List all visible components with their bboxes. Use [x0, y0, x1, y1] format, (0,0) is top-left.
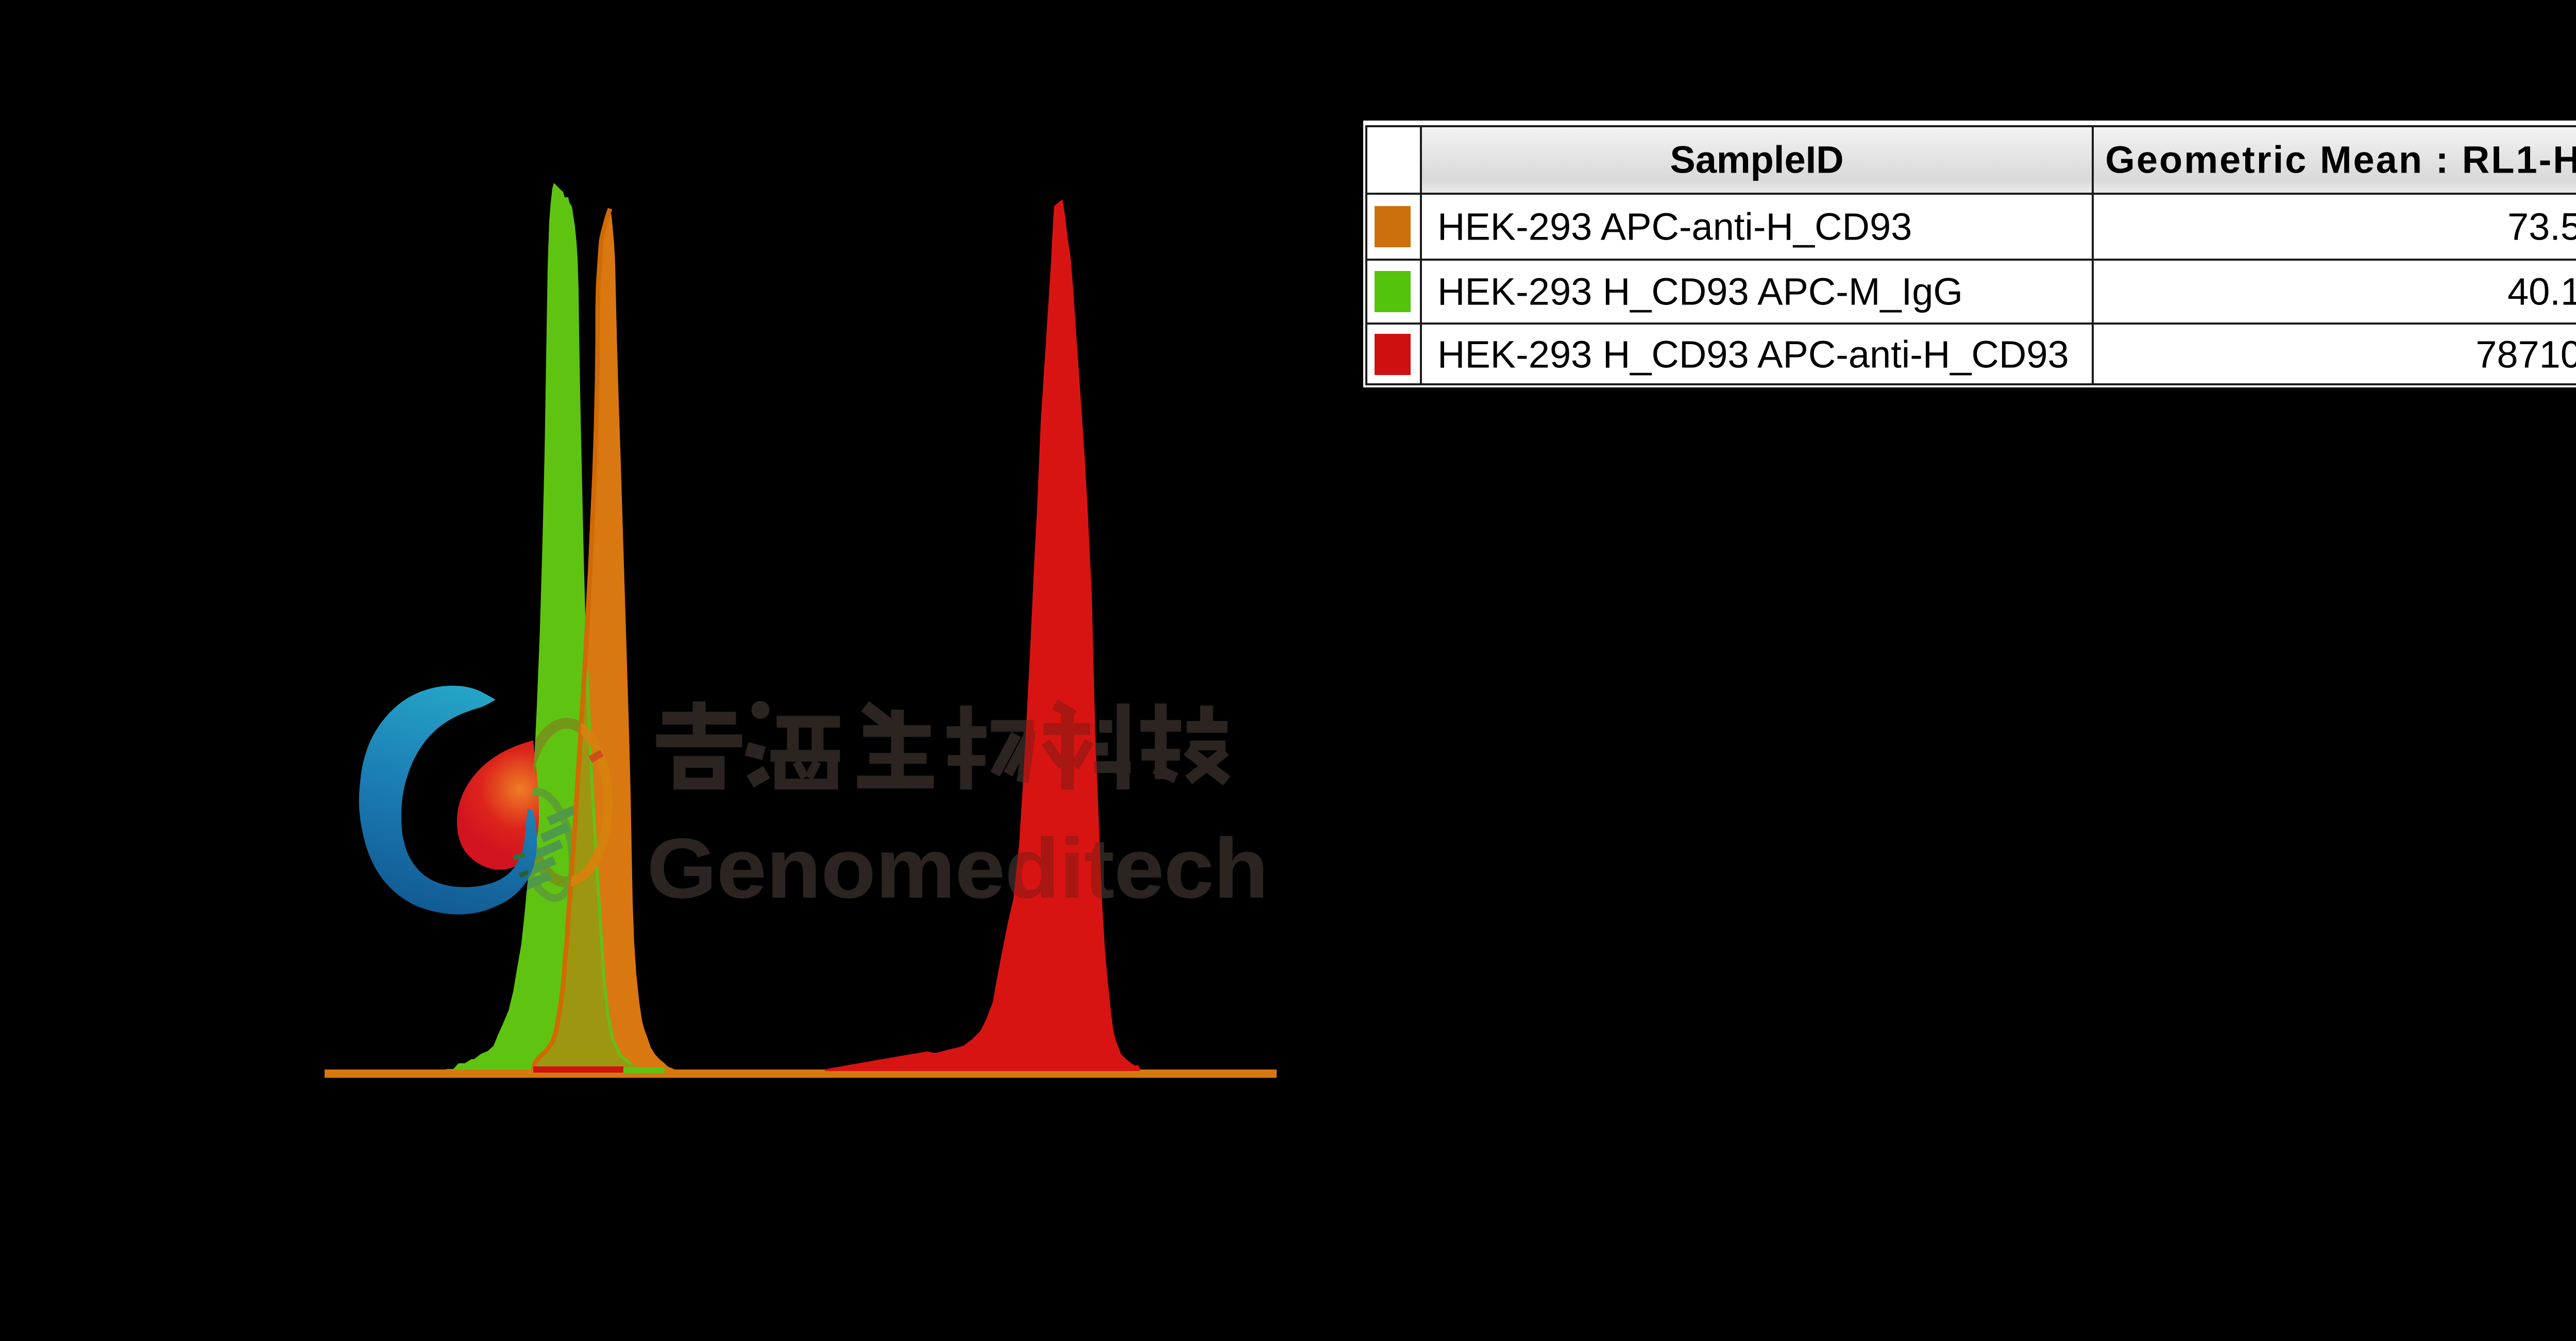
svg-text:HEK-293 H_CD93 APC-M_IgG: HEK-293 H_CD93 APC-M_IgG: [1437, 270, 1963, 313]
svg-text:73.5: 73.5: [2507, 206, 2576, 248]
svg-text:Geometric Mean : RL1-H: Geometric Mean : RL1-H: [2105, 139, 2576, 181]
svg-text:78710: 78710: [2476, 333, 2576, 376]
svg-text:SampleID: SampleID: [1670, 139, 1843, 181]
svg-text:HEK-293 H_CD93 APC-anti-H_CD93: HEK-293 H_CD93 APC-anti-H_CD93: [1437, 333, 2069, 376]
svg-text:HEK-293 APC-anti-H_CD93: HEK-293 APC-anti-H_CD93: [1437, 206, 1912, 248]
svg-text:40.1: 40.1: [2507, 270, 2576, 313]
